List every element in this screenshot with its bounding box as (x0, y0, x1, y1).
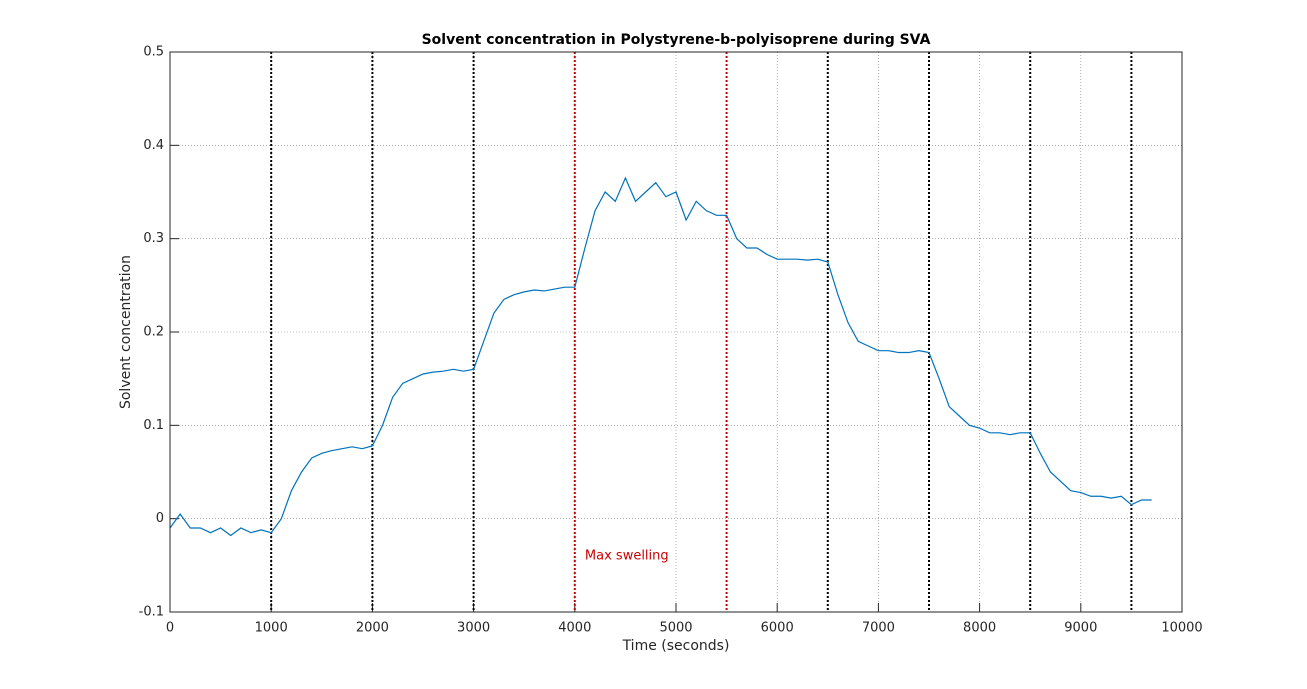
x-tick-label: 6000 (761, 621, 794, 636)
x-tick-label: 1000 (255, 621, 288, 636)
x-tick-label: 2000 (356, 621, 389, 636)
x-axis-label: Time (seconds) (622, 638, 730, 654)
x-tick-label: 4000 (558, 621, 591, 636)
x-tick-label: 9000 (1064, 621, 1097, 636)
x-tick-label: 7000 (862, 621, 895, 636)
y-axis-label: Solvent concentration (118, 255, 134, 409)
x-tick-label: 10000 (1161, 621, 1202, 636)
x-tick-label: 0 (166, 621, 174, 636)
y-tick-label: 0.4 (143, 138, 164, 153)
chart-title: Solvent concentration in Polystyrene-b-p… (422, 32, 931, 48)
annotation: Max swelling (585, 549, 669, 564)
y-tick-label: 0.1 (143, 418, 164, 433)
y-tick-label: 0.3 (143, 231, 164, 246)
y-tick-label: 0.5 (143, 45, 164, 60)
y-tick-label: 0.2 (143, 325, 164, 340)
x-tick-label: 5000 (659, 621, 692, 636)
data-line (169, 176, 1152, 537)
x-tick-label: 3000 (457, 621, 490, 636)
y-tick-label: -0.1 (139, 605, 164, 620)
axes-box (169, 51, 1183, 613)
x-tick-label: 8000 (963, 621, 996, 636)
y-tick-label: 0 (156, 511, 164, 526)
